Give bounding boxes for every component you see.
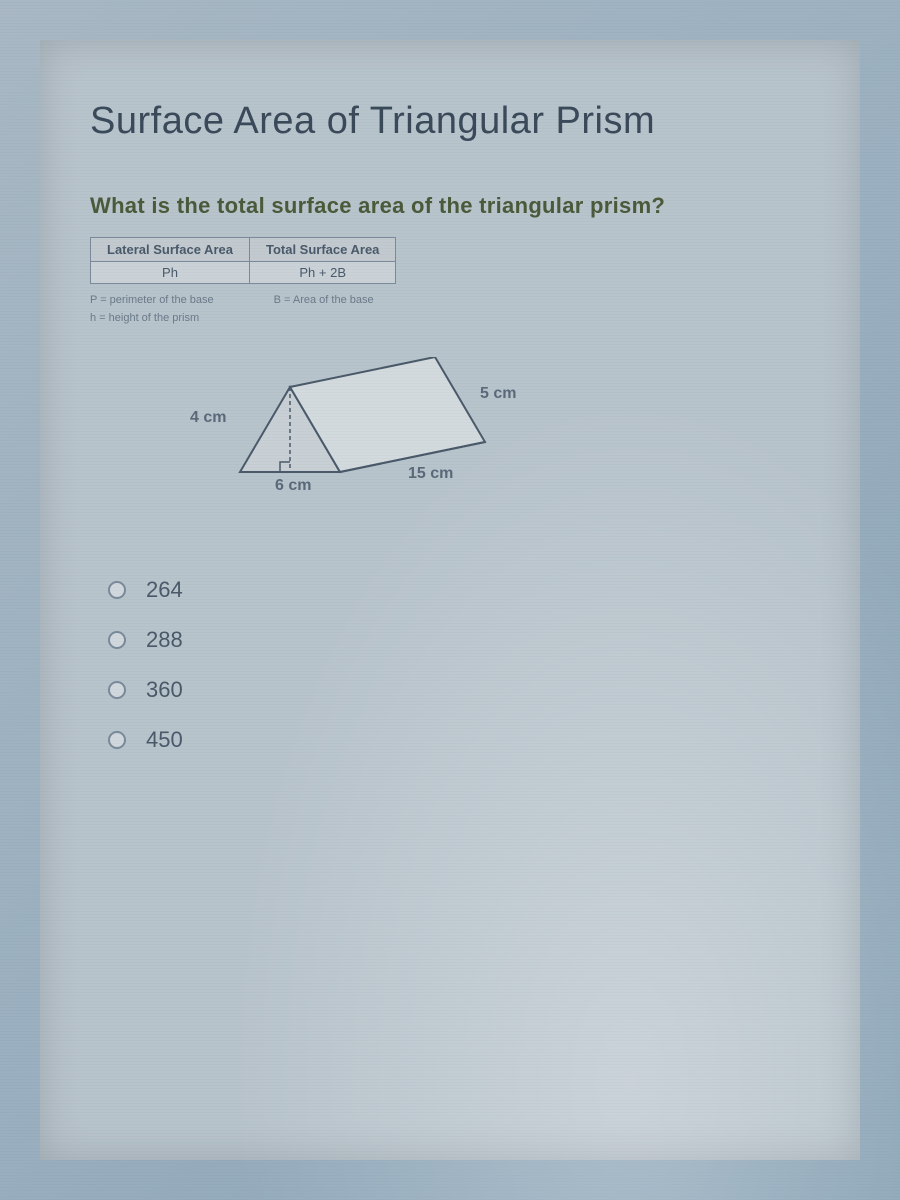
variable-definitions: P = perimeter of the base B = Area of th… bbox=[90, 292, 810, 327]
def-height: h = height of the prism bbox=[90, 312, 199, 324]
prism-svg bbox=[170, 357, 570, 517]
option-label-3: 450 bbox=[146, 727, 183, 753]
table-cell-total-formula: Ph + 2B bbox=[249, 262, 395, 284]
option-label-0: 264 bbox=[146, 577, 183, 603]
radio-icon[interactable] bbox=[108, 681, 126, 699]
radio-icon[interactable] bbox=[108, 631, 126, 649]
option-row-3[interactable]: 450 bbox=[108, 727, 810, 753]
diagram-label-height: 4 cm bbox=[190, 409, 226, 427]
table-cell-lateral-formula: Ph bbox=[91, 262, 250, 284]
prism-diagram: 4 cm 5 cm 6 cm 15 cm bbox=[170, 357, 570, 517]
formula-table: Lateral Surface Area Total Surface Area … bbox=[90, 237, 396, 284]
option-row-1[interactable]: 288 bbox=[108, 627, 810, 653]
def-perimeter: P = perimeter of the base bbox=[90, 292, 214, 310]
content-panel: Surface Area of Triangular Prism What is… bbox=[40, 40, 860, 1160]
option-label-2: 360 bbox=[146, 677, 183, 703]
option-row-2[interactable]: 360 bbox=[108, 677, 810, 703]
radio-icon[interactable] bbox=[108, 731, 126, 749]
diagram-label-slant: 5 cm bbox=[480, 385, 516, 403]
option-row-0[interactable]: 264 bbox=[108, 577, 810, 603]
diagram-label-base: 6 cm bbox=[275, 477, 311, 495]
table-header-total: Total Surface Area bbox=[249, 238, 395, 262]
diagram-label-length: 15 cm bbox=[408, 465, 453, 483]
answer-options: 264 288 360 450 bbox=[90, 577, 810, 753]
table-header-lateral: Lateral Surface Area bbox=[91, 238, 250, 262]
radio-icon[interactable] bbox=[108, 581, 126, 599]
def-base-area: B = Area of the base bbox=[274, 292, 374, 310]
page-title: Surface Area of Triangular Prism bbox=[90, 100, 810, 143]
question-text: What is the total surface area of the tr… bbox=[90, 193, 810, 219]
option-label-1: 288 bbox=[146, 627, 183, 653]
